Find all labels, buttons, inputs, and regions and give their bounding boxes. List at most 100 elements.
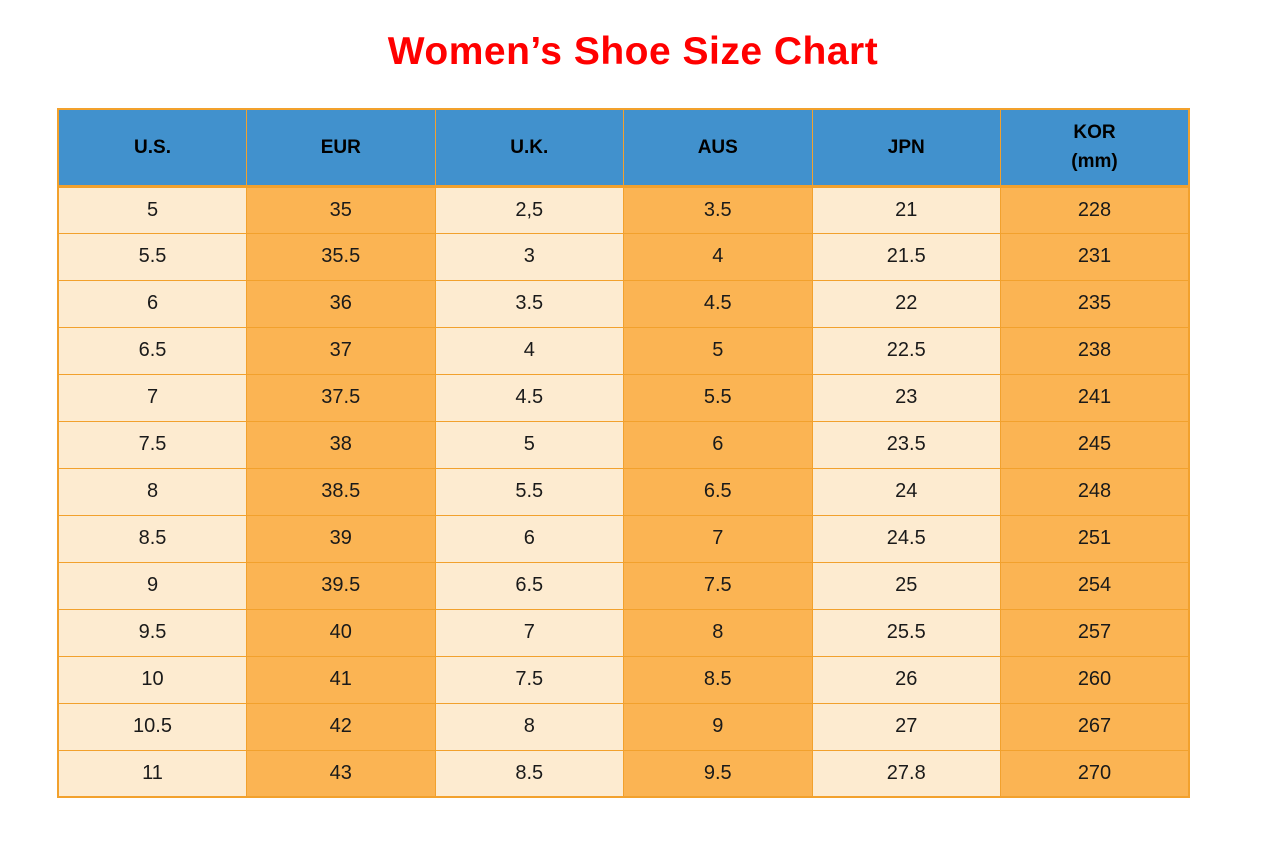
- table-cell: 35.5: [246, 232, 436, 281]
- table-cell: 42: [246, 702, 436, 751]
- table-cell: 260: [1000, 655, 1190, 704]
- table-cell: 4.5: [623, 279, 813, 328]
- table-cell: 23.5: [811, 420, 1001, 469]
- table-cell: 22.5: [811, 326, 1001, 375]
- table-cell: 24.5: [811, 514, 1001, 563]
- table-cell: 7: [623, 514, 813, 563]
- column-header: U.K.: [434, 108, 624, 188]
- table-cell: 6: [623, 420, 813, 469]
- table-cell: 6: [434, 514, 624, 563]
- table-cell: 5: [434, 420, 624, 469]
- table-cell: 37.5: [246, 373, 436, 422]
- table-cell: 238: [1000, 326, 1190, 375]
- table-cell: 257: [1000, 608, 1190, 657]
- table-cell: 3: [434, 232, 624, 281]
- column-header: U.S.: [57, 108, 247, 188]
- table-row: 8.5 39 6 7 24.5 251: [57, 514, 1190, 563]
- table-cell: 8.5: [57, 514, 247, 563]
- table-cell: 27: [811, 702, 1001, 751]
- table-cell: 24: [811, 467, 1001, 516]
- table-cell: 7: [57, 373, 247, 422]
- table-cell: 10: [57, 655, 247, 704]
- table-cell: 4.5: [434, 373, 624, 422]
- column-header: AUS: [623, 108, 813, 188]
- table-cell: 38.5: [246, 467, 436, 516]
- table-row: 5 35 2,5 3.5 21 228: [57, 185, 1190, 234]
- table-row: 6.5 37 4 5 22.5 238: [57, 326, 1190, 375]
- table-cell: 4: [623, 232, 813, 281]
- table-cell: 6.5: [434, 561, 624, 610]
- table-cell: 254: [1000, 561, 1190, 610]
- table-cell: 21.5: [811, 232, 1001, 281]
- table-cell: 36: [246, 279, 436, 328]
- table-cell: 39.5: [246, 561, 436, 610]
- table-row: 9.5 40 7 8 25.5 257: [57, 608, 1190, 657]
- table-cell: 7.5: [623, 561, 813, 610]
- table-cell: 9.5: [623, 749, 813, 798]
- table-header: U.S. EUR U.K. AUS JPN KOR (mm): [57, 108, 1190, 188]
- table-cell: 40: [246, 608, 436, 657]
- table-cell: 37: [246, 326, 436, 375]
- table-cell: 5.5: [434, 467, 624, 516]
- table-cell: 8: [57, 467, 247, 516]
- table-cell: 228: [1000, 185, 1190, 234]
- table-cell: 7.5: [434, 655, 624, 704]
- column-header: JPN: [811, 108, 1001, 188]
- table-cell: 3.5: [434, 279, 624, 328]
- table-row: 5.5 35.5 3 4 21.5 231: [57, 232, 1190, 281]
- table-row: 10 41 7.5 8.5 26 260: [57, 655, 1190, 704]
- table-cell: 43: [246, 749, 436, 798]
- table-cell: 241: [1000, 373, 1190, 422]
- table-cell: 25.5: [811, 608, 1001, 657]
- table-cell: 25: [811, 561, 1001, 610]
- table-cell: 26: [811, 655, 1001, 704]
- table-cell: 9: [57, 561, 247, 610]
- table-cell: 3.5: [623, 185, 813, 234]
- table-cell: 5: [57, 185, 247, 234]
- table-cell: 8: [434, 702, 624, 751]
- table-body: 5 35 2,5 3.5 21 228 5.5 35.5 3 4 21.5 231 6 36 3.5 4.5 2…: [57, 185, 1190, 798]
- column-header: EUR: [246, 108, 436, 188]
- table-cell: 5.5: [57, 232, 247, 281]
- table-cell: 6: [57, 279, 247, 328]
- table-cell: 2,5: [434, 185, 624, 234]
- table-cell: 235: [1000, 279, 1190, 328]
- table-cell: 245: [1000, 420, 1190, 469]
- table-cell: 248: [1000, 467, 1190, 516]
- table-cell: 41: [246, 655, 436, 704]
- table-cell: 38: [246, 420, 436, 469]
- table-cell: 39: [246, 514, 436, 563]
- table-cell: 7: [434, 608, 624, 657]
- table-cell: 23: [811, 373, 1001, 422]
- table-cell: 231: [1000, 232, 1190, 281]
- table-cell: 6.5: [623, 467, 813, 516]
- table-cell: 251: [1000, 514, 1190, 563]
- column-header: KOR (mm): [1000, 108, 1190, 188]
- shoe-size-table: U.S. EUR U.K. AUS JPN KOR (mm) 5 35 2,5 3.5 21 228…: [57, 108, 1190, 798]
- table-row: 11 43 8.5 9.5 27.8 270: [57, 749, 1190, 798]
- table-cell: 21: [811, 185, 1001, 234]
- table-cell: 9: [623, 702, 813, 751]
- table-cell: 9.5: [57, 608, 247, 657]
- table-cell: 4: [434, 326, 624, 375]
- table-header-row: U.S. EUR U.K. AUS JPN KOR (mm): [57, 108, 1190, 188]
- table-cell: 27.8: [811, 749, 1001, 798]
- table-cell: 270: [1000, 749, 1190, 798]
- table-row: 7 37.5 4.5 5.5 23 241: [57, 373, 1190, 422]
- table-cell: 7.5: [57, 420, 247, 469]
- table-cell: 8.5: [434, 749, 624, 798]
- table-cell: 5.5: [623, 373, 813, 422]
- table-cell: 8.5: [623, 655, 813, 704]
- table-row: 6 36 3.5 4.5 22 235: [57, 279, 1190, 328]
- table-row: 8 38.5 5.5 6.5 24 248: [57, 467, 1190, 516]
- table-cell: 6.5: [57, 326, 247, 375]
- table-row: 9 39.5 6.5 7.5 25 254: [57, 561, 1190, 610]
- table-cell: 10.5: [57, 702, 247, 751]
- table-cell: 8: [623, 608, 813, 657]
- table-cell: 267: [1000, 702, 1190, 751]
- table-cell: 11: [57, 749, 247, 798]
- table-row: 7.5 38 5 6 23.5 245: [57, 420, 1190, 469]
- page-title: Women’s Shoe Size Chart: [387, 30, 879, 73]
- table-cell: 22: [811, 279, 1001, 328]
- table-row: 10.5 42 8 9 27 267: [57, 702, 1190, 751]
